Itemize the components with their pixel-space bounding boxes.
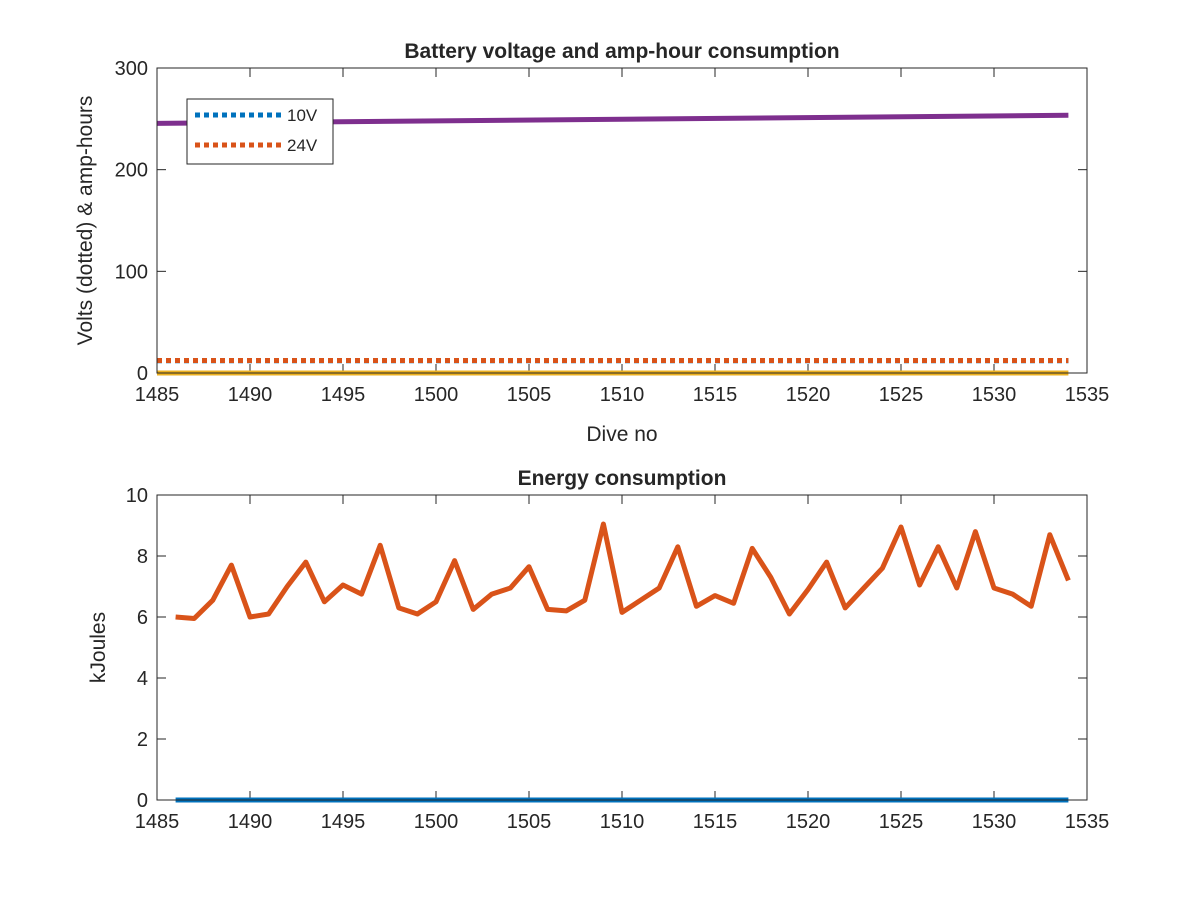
battery-chart-legend: 10V 24V	[186, 98, 334, 165]
x-tick-label: 1535	[1065, 811, 1110, 833]
y-tick-label: 300	[115, 58, 148, 80]
x-tick-label: 1490	[228, 384, 273, 406]
y-tick-label: 0	[137, 790, 148, 812]
x-tick-label: 1530	[972, 811, 1017, 833]
x-tick-label: 1485	[135, 811, 180, 833]
x-tick-label: 1510	[600, 384, 645, 406]
y-tick-label: 6	[137, 607, 148, 629]
y-tick-label: 10	[126, 485, 148, 507]
x-tick-label: 1510	[600, 811, 645, 833]
legend-label-24v: 24V	[287, 136, 318, 155]
x-tick-label: 1490	[228, 811, 273, 833]
battery-chart: 1485 1490 1495 1500 1505 1510 1515 1520 1525 1530…	[74, 40, 1109, 446]
x-tick-label: 1515	[693, 384, 738, 406]
y-tick-label: 200	[115, 160, 148, 182]
y-tick-label: 4	[137, 668, 148, 690]
energy-chart: 1485 1490 1495 1500 1505 1510 1515 1520 1525 1530…	[87, 467, 1109, 833]
x-tick-label: 1520	[786, 384, 831, 406]
x-tick-label: 1525	[879, 384, 924, 406]
y-tick-label: 100	[115, 261, 148, 283]
x-tick-label: 1525	[879, 811, 924, 833]
legend-label-10v: 10V	[287, 106, 318, 125]
y-tick-label: 0	[137, 363, 148, 385]
energy-chart-axes-box	[156, 494, 1088, 801]
battery-chart-axes-box	[156, 67, 1088, 374]
x-tick-label: 1495	[321, 811, 366, 833]
battery-chart-axes: 1485 1490 1495 1500 1505 1510 1515 1520 1525 1530…	[115, 58, 1110, 406]
x-tick-label: 1515	[693, 811, 738, 833]
x-tick-label: 1500	[414, 811, 459, 833]
legend-box	[186, 98, 334, 165]
x-tick-label: 1520	[786, 811, 831, 833]
x-tick-label: 1530	[972, 384, 1017, 406]
battery-chart-y-axis-label: Volts (dotted) & amp-hours	[74, 96, 97, 346]
energy-chart-y-axis-label: kJoules	[87, 612, 110, 683]
x-tick-label: 1535	[1065, 384, 1110, 406]
energy-chart-title: Energy consumption	[518, 467, 727, 490]
energy-chart-axes: 1485 1490 1495 1500 1505 1510 1515 1520 1525 1530…	[126, 485, 1110, 833]
battery-chart-x-axis-label: Dive no	[586, 423, 657, 446]
battery-chart-title: Battery voltage and amp-hour consumption	[404, 40, 839, 63]
x-tick-label: 1505	[507, 384, 552, 406]
x-tick-label: 1485	[135, 384, 180, 406]
y-tick-label: 2	[137, 729, 148, 751]
x-tick-label: 1505	[507, 811, 552, 833]
x-tick-label: 1495	[321, 384, 366, 406]
energy-chart-series-0-line	[175, 521, 1071, 621]
x-tick-label: 1500	[414, 384, 459, 406]
y-tick-label: 8	[137, 546, 148, 568]
